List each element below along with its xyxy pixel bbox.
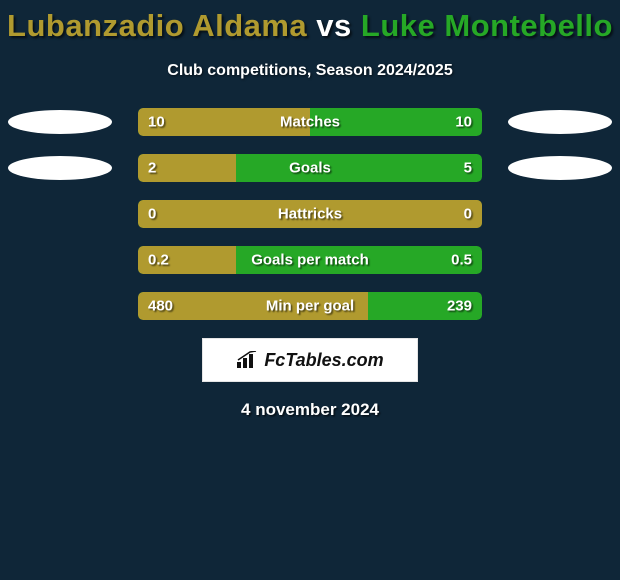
stat-right-value: 0.5 (451, 252, 472, 269)
stat-bar: 2 5 Goals (138, 154, 482, 182)
stat-label: Matches (280, 114, 340, 131)
stat-bar: 0.2 0.5 Goals per match (138, 246, 482, 274)
stats-list: 10 10 Matches 2 5 Goals 0 0 Hattricks 0.2 0.5 Goals… (0, 108, 620, 320)
comparison-card: Lubanzadio Aldama vs Luke Montebello Clu… (0, 0, 620, 420)
player1-pill (8, 110, 112, 134)
stat-label: Hattricks (278, 206, 342, 223)
player1-pill (8, 156, 112, 180)
stat-bar: 10 10 Matches (138, 108, 482, 136)
vs-text: vs (316, 8, 351, 43)
stat-row: 480 239 Min per goal (0, 292, 620, 320)
subtitle: Club competitions, Season 2024/2025 (0, 62, 620, 80)
stat-row: 10 10 Matches (0, 108, 620, 136)
title: Lubanzadio Aldama vs Luke Montebello (0, 8, 620, 44)
stat-label: Goals per match (251, 252, 369, 269)
player2-pill (508, 156, 612, 180)
stat-right-value: 239 (447, 298, 472, 315)
stat-left-value: 0 (148, 206, 156, 223)
stat-row: 0.2 0.5 Goals per match (0, 246, 620, 274)
stat-label: Min per goal (266, 298, 354, 315)
player1-name: Lubanzadio Aldama (7, 8, 307, 43)
date: 4 november 2024 (0, 400, 620, 420)
stat-left-value: 2 (148, 160, 156, 177)
stat-bar: 0 0 Hattricks (138, 200, 482, 228)
brand-text: FcTables.com (264, 350, 383, 371)
stat-left-value: 480 (148, 298, 173, 315)
stat-left-value: 10 (148, 114, 165, 131)
brand-chart-icon (236, 351, 258, 369)
brand-box[interactable]: FcTables.com (202, 338, 418, 382)
stat-row: 0 0 Hattricks (0, 200, 620, 228)
stat-right-value: 0 (464, 206, 472, 223)
player2-name: Luke Montebello (361, 8, 613, 43)
stat-right-value: 10 (455, 114, 472, 131)
stat-label: Goals (289, 160, 331, 177)
stat-row: 2 5 Goals (0, 154, 620, 182)
stat-bar: 480 239 Min per goal (138, 292, 482, 320)
player2-pill (508, 110, 612, 134)
stat-left-value: 0.2 (148, 252, 169, 269)
stat-right-value: 5 (464, 160, 472, 177)
